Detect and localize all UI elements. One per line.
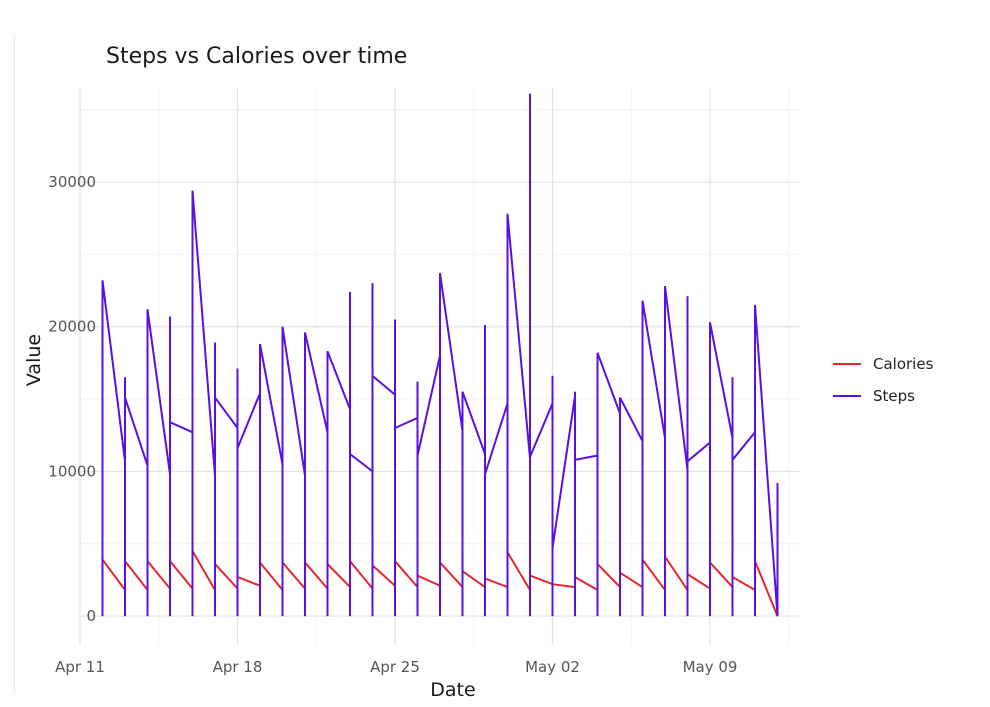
legend-label-steps: Steps [873,387,915,405]
steps-series-line [101,93,779,617]
legend: Calories Steps [833,355,934,405]
x-tick-label: Apr 11 [55,658,105,676]
x-tick-label: Apr 18 [213,658,263,676]
y-tick-label: 10000 [48,462,96,480]
x-axis-title: Date [430,679,475,701]
x-tick-label: May 02 [525,658,580,676]
y-axis-title: Value [23,334,45,386]
chart-title: Steps vs Calories over time [106,44,407,69]
y-tick-label: 0 [86,607,96,625]
minor-gridlines [80,88,800,645]
x-axis-ticks: Apr 11 Apr 18 Apr 25 May 02 May 09 [55,658,737,676]
y-tick-label: 30000 [48,173,96,191]
y-tick-label: 20000 [48,318,96,336]
y-axis-ticks: 0 10000 20000 30000 [48,173,96,625]
left-frame-line [14,34,15,694]
x-tick-label: May 09 [683,658,738,676]
x-tick-label: Apr 25 [370,658,420,676]
series-layer [101,93,779,617]
legend-label-calories: Calories [873,355,934,373]
